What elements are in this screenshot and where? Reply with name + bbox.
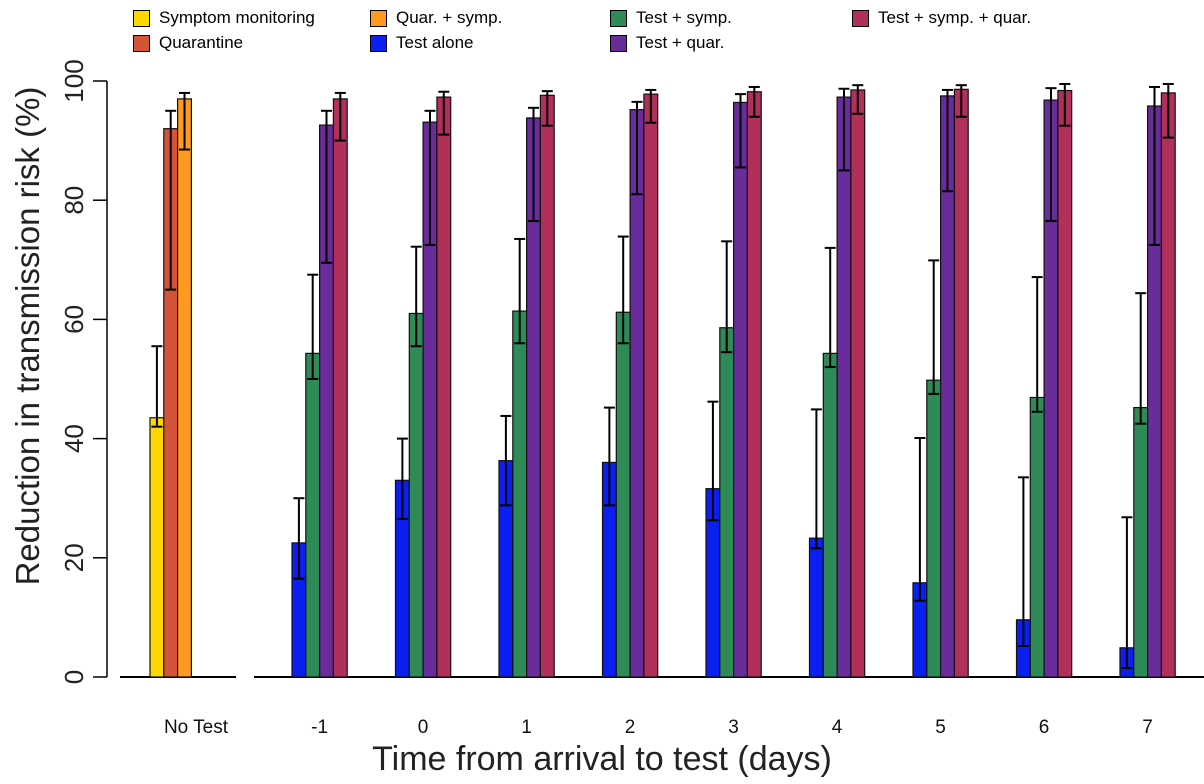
bars — [149, 88, 1176, 678]
bar--1-Test + symp. + quar. — [332, 98, 348, 678]
legend-item-test-quar: Test + quar. — [610, 33, 724, 53]
legend-label: Quar. + symp. — [396, 8, 503, 27]
y-tick-label: 0 — [59, 670, 89, 684]
bar-2-Test + symp. — [615, 311, 631, 678]
bar-No Test-Quar. + symp. — [177, 98, 193, 678]
error-bars — [151, 82, 1174, 670]
x-tick-label: 4 — [832, 717, 843, 738]
x-tick-label: 0 — [418, 717, 429, 738]
legend-label: Test alone — [396, 33, 474, 52]
y-tick-label: 20 — [59, 543, 89, 572]
bar-5-Test + symp. + quar. — [953, 88, 969, 678]
bar-3-Test + symp. + quar. — [746, 91, 762, 678]
bar-4-Test + symp. — [822, 352, 838, 678]
bar-7-Test + symp. — [1133, 407, 1149, 678]
legend-label: Test + symp. + quar. — [878, 8, 1032, 27]
x-tick-label: 1 — [521, 717, 532, 738]
legend-item-test-symp: Test + symp. — [610, 8, 732, 28]
bar-6-Test + symp. + quar. — [1057, 89, 1073, 678]
x-tick-label: 7 — [1142, 717, 1153, 738]
x-tick-label: 6 — [1039, 717, 1050, 738]
bar-4-Test + quar. — [836, 96, 852, 678]
bar-3-Test + symp. — [719, 327, 735, 678]
legend-label: Test + symp. — [636, 8, 732, 27]
legend-label: Quarantine — [159, 33, 244, 52]
y-tick-label: 40 — [59, 424, 89, 453]
legend-swatch — [852, 9, 869, 27]
legend-item-symptom-monitoring: Symptom monitoring — [133, 8, 315, 28]
x-tick-label: 5 — [935, 717, 946, 738]
legend-swatch — [370, 9, 387, 27]
x-axis-title: Time from arrival to test (days) — [372, 740, 832, 778]
bar-0-Test + symp. + quar. — [436, 96, 452, 678]
bar-1-Test + symp. + quar. — [539, 94, 555, 678]
bar-6-Test + symp. — [1029, 396, 1045, 678]
y-tick-label: 80 — [59, 186, 89, 215]
legend-label: Symptom monitoring — [159, 8, 315, 27]
legend-swatch — [610, 34, 627, 52]
legend-label: Test + quar. — [636, 33, 725, 52]
bar-2-Test + symp. + quar. — [643, 93, 659, 678]
x-tick-label: -1 — [311, 717, 328, 738]
y-axis: 0 20 40 60 80 100 — [59, 59, 108, 684]
legend-item-test-alone: Test alone — [370, 33, 474, 53]
legend-swatch — [133, 34, 150, 52]
x-tick-label: 3 — [728, 717, 739, 738]
bar-1-Test + symp. — [512, 310, 528, 678]
legend-item-quarantine: Quarantine — [133, 33, 243, 53]
bar-0-Test + symp. — [408, 312, 424, 678]
y-tick-label: 100 — [59, 59, 89, 102]
bar-4-Test alone — [808, 537, 824, 678]
legend-swatch — [610, 9, 627, 27]
bar-4-Test + symp. + quar. — [850, 89, 866, 678]
bar-3-Test + quar. — [732, 101, 748, 678]
x-tick-label: No Test — [164, 717, 229, 738]
x-tick-label: 2 — [625, 717, 636, 738]
y-tick-label: 60 — [59, 305, 89, 334]
y-axis-title: Reduction in transmission risk (%) — [9, 86, 46, 586]
legend-swatch — [370, 34, 387, 52]
legend-item-test-symp-quar: Test + symp. + quar. — [852, 8, 1031, 28]
x-axis: No Test -1 0 1 2 3 4 5 6 7 — [164, 717, 1153, 738]
legend-swatch — [133, 9, 150, 27]
bar-No Test-Symptom monitoring — [149, 417, 165, 678]
bar-7-Test + symp. + quar. — [1160, 92, 1176, 678]
bar-5-Test + symp. — [926, 379, 942, 678]
bar--1-Test + symp. — [305, 352, 321, 678]
legend-item-quar-symp: Quar. + symp. — [370, 8, 502, 28]
